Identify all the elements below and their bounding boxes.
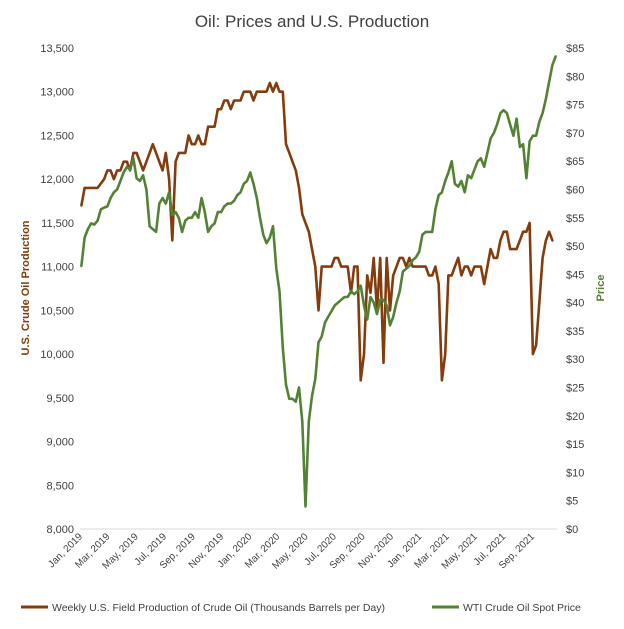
left-tick-label: 8,500 — [46, 480, 74, 492]
left-tick-label: 12,000 — [40, 174, 74, 186]
left-tick-label: 8,000 — [46, 524, 74, 536]
legend: Weekly U.S. Field Production of Crude Oi… — [21, 602, 581, 614]
legend-label-price: WTI Crude Oil Spot Price — [463, 602, 581, 614]
left-tick-label: 11,000 — [41, 262, 74, 274]
chart-title: Oil: Prices and U.S. Production — [195, 12, 429, 31]
left-tick-label: 13,000 — [40, 87, 74, 99]
right-tick-label: $70 — [566, 128, 584, 140]
left-tick-label: 9,000 — [46, 437, 74, 449]
left-tick-label: 11,500 — [41, 218, 74, 230]
left-tick-label: 13,500 — [40, 43, 74, 55]
right-tick-label: $0 — [566, 524, 578, 536]
right-tick-label: $10 — [566, 467, 584, 479]
left-tick-label: 10,500 — [40, 305, 74, 317]
series-lines — [80, 55, 557, 508]
production-series-line — [80, 81, 554, 382]
legend-label-production: Weekly U.S. Field Production of Crude Oi… — [52, 602, 385, 614]
right-tick-label: $75 — [566, 100, 584, 112]
right-axis-title: Price — [595, 275, 607, 302]
left-tick-label: 10,000 — [40, 349, 74, 361]
right-tick-label: $25 — [566, 383, 584, 395]
right-tick-label: $30 — [566, 354, 584, 366]
right-tick-label: $35 — [566, 326, 584, 338]
right-tick-label: $80 — [566, 71, 584, 83]
left-tick-label: 9,500 — [46, 393, 74, 405]
right-tick-label: $5 — [566, 496, 578, 508]
right-tick-label: $15 — [566, 439, 584, 451]
right-tick-label: $50 — [566, 241, 584, 253]
left-axis-title: U.S. Crude Oil Production — [20, 220, 32, 355]
right-tick-label: $40 — [566, 298, 584, 310]
right-axis-ticks: $0 $5 $10 $15 $20 $25 $30 $35 $40 $45 $50 $55 $60 $65… — [566, 43, 584, 536]
right-tick-label: $85 — [566, 43, 584, 55]
right-tick-label: $60 — [566, 184, 584, 196]
left-tick-label: 12,500 — [40, 130, 74, 142]
left-axis-ticks: 8,000 8,500 9,000 9,500 10,000 10,500 11,000 11… — [40, 43, 74, 536]
price-series-line — [80, 55, 557, 508]
right-tick-label: $55 — [566, 213, 584, 225]
right-tick-label: $65 — [566, 156, 584, 168]
right-tick-label: $20 — [566, 411, 584, 423]
right-tick-label: $45 — [566, 269, 584, 281]
